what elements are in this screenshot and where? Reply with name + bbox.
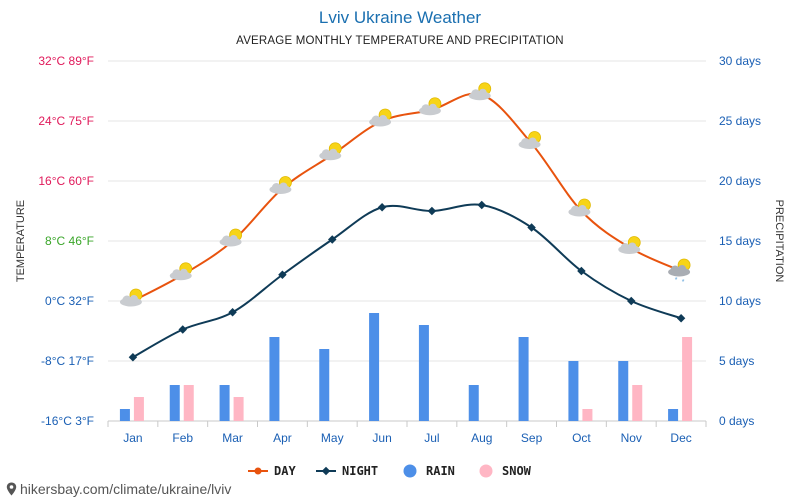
partly-cloudy-icon bbox=[418, 97, 442, 116]
rain-bar bbox=[319, 349, 330, 421]
partly-cloudy-icon bbox=[319, 142, 342, 161]
rain-bar bbox=[668, 409, 679, 421]
left-tick-label: 16°C 60°F bbox=[38, 174, 94, 188]
left-tick-label: 32°C 89°F bbox=[38, 54, 94, 68]
night-point bbox=[477, 200, 486, 210]
left-tick-label: 24°C 75°F bbox=[38, 114, 94, 128]
right-tick-label: 15 days bbox=[719, 234, 761, 248]
rain-bar bbox=[369, 313, 380, 421]
snow-bar bbox=[632, 385, 643, 421]
partly-cloudy-icon bbox=[369, 108, 392, 127]
left-tick-label: 8°C 46°F bbox=[45, 234, 94, 248]
gridlines bbox=[107, 60, 707, 427]
legend-item-rain: RAIN bbox=[403, 464, 455, 478]
rain-bar bbox=[418, 325, 429, 421]
night-point bbox=[278, 270, 287, 279]
legend-label: RAIN bbox=[426, 464, 455, 478]
x-tick-label: Dec bbox=[670, 431, 691, 445]
right-tick-label: 20 days bbox=[719, 174, 761, 188]
night-point bbox=[377, 203, 387, 212]
snow-cloud-icon: * * bbox=[668, 258, 691, 286]
partly-cloudy-icon bbox=[518, 131, 541, 149]
x-tick-label: Oct bbox=[572, 431, 591, 445]
snow-bar bbox=[183, 385, 194, 421]
precipitation-bars bbox=[119, 313, 693, 421]
rain-bar bbox=[269, 337, 280, 421]
legend: DAY NIGHT RAIN SNOW bbox=[248, 464, 532, 478]
rain-bar bbox=[169, 385, 180, 421]
night-point bbox=[178, 325, 187, 334]
y-axis-label-temperature: TEMPERATURE bbox=[15, 200, 27, 282]
x-axis-ticks: Jan Feb Mar Apr May Jun Jul Aug Sep Oct Nov Dec bbox=[123, 431, 692, 445]
night-point bbox=[627, 296, 636, 306]
night-point bbox=[676, 314, 686, 323]
partly-cloudy-icon bbox=[568, 198, 591, 217]
right-tick-label: 5 days bbox=[719, 354, 754, 368]
left-tick-label: -16°C 3°F bbox=[41, 414, 94, 428]
right-tick-label: 25 days bbox=[719, 114, 761, 128]
x-tick-label: Aug bbox=[471, 431, 492, 445]
rain-bar bbox=[219, 385, 230, 421]
svg-text:*: * bbox=[675, 277, 678, 284]
partly-cloudy-icon bbox=[119, 288, 143, 307]
left-axis-ticks: 32°C 89°F 24°C 75°F 16°C 60°F 8°C 46°F 0°C 3… bbox=[38, 54, 94, 428]
weather-icons: * * bbox=[119, 82, 691, 307]
partly-cloudy-icon bbox=[618, 236, 641, 254]
credit-link[interactable]: hikersbay.com/climate/ukraine/lviv bbox=[6, 481, 231, 497]
rain-bar bbox=[518, 337, 529, 421]
partly-cloudy-icon bbox=[169, 262, 193, 281]
y-axis-label-precipitation: PRECIPITATION bbox=[773, 200, 785, 283]
snow-bar bbox=[133, 397, 144, 421]
partly-cloudy-icon bbox=[269, 176, 292, 194]
night-point bbox=[128, 353, 138, 362]
chart-subtitle: AVERAGE MONTHLY TEMPERATURE AND PRECIPIT… bbox=[236, 35, 564, 47]
credit-text: hikersbay.com/climate/ukraine/lviv bbox=[20, 481, 232, 497]
left-tick-label: -8°C 17°F bbox=[41, 354, 94, 368]
svg-text:*: * bbox=[682, 279, 685, 286]
x-tick-label: Jul bbox=[424, 431, 439, 445]
legend-label: SNOW bbox=[502, 464, 532, 478]
rain-bar bbox=[119, 409, 130, 421]
chart-title: Lviv Ukraine Weather bbox=[318, 8, 482, 27]
legend-label: DAY bbox=[274, 464, 296, 478]
x-tick-label: Sep bbox=[521, 431, 543, 445]
x-tick-label: Mar bbox=[222, 431, 243, 445]
right-tick-label: 0 days bbox=[719, 414, 754, 428]
legend-item-night: NIGHT bbox=[316, 464, 378, 478]
night-point bbox=[328, 235, 337, 244]
snow-bar bbox=[233, 397, 244, 421]
right-tick-label: 10 days bbox=[719, 294, 761, 308]
left-tick-label: 0°C 32°F bbox=[45, 294, 94, 308]
day-line bbox=[132, 92, 682, 302]
rain-bar bbox=[468, 385, 479, 421]
partly-cloudy-icon bbox=[468, 82, 492, 101]
legend-item-day: DAY bbox=[248, 464, 296, 478]
right-axis-ticks: 30 days 25 days 20 days 15 days 10 days 5 day… bbox=[719, 54, 761, 428]
x-tick-label: Apr bbox=[273, 431, 292, 445]
map-pin-icon bbox=[6, 482, 17, 496]
right-tick-label: 30 days bbox=[719, 54, 761, 68]
snow-bar bbox=[582, 409, 593, 421]
x-tick-label: Nov bbox=[621, 431, 642, 445]
x-tick-label: Feb bbox=[172, 431, 193, 445]
rain-bar bbox=[618, 361, 629, 421]
temperature-lines bbox=[128, 91, 686, 362]
night-point bbox=[427, 206, 437, 216]
rain-bar bbox=[568, 361, 579, 421]
snow-bar bbox=[682, 337, 693, 421]
night-point bbox=[228, 308, 237, 317]
legend-item-snow: SNOW bbox=[479, 464, 532, 478]
partly-cloudy-icon bbox=[219, 228, 242, 247]
x-tick-label: Jun bbox=[372, 431, 391, 445]
x-tick-label: Jan bbox=[123, 431, 142, 445]
night-line bbox=[132, 203, 682, 359]
x-tick-label: May bbox=[321, 431, 344, 445]
legend-label: NIGHT bbox=[342, 464, 378, 478]
night-point bbox=[577, 266, 586, 276]
